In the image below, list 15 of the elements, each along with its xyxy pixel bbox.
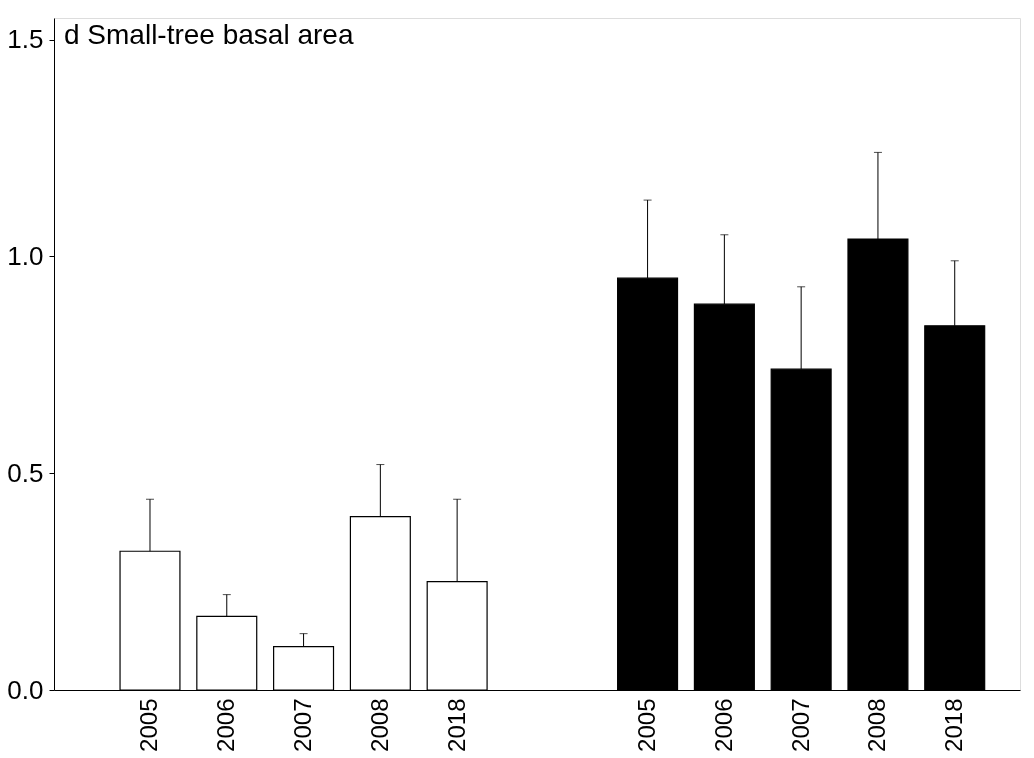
y-tick-label: 1.0 <box>7 240 44 271</box>
x-tick-label: 2008 <box>863 698 891 752</box>
x-tick-label: 2018 <box>940 698 968 752</box>
y-tick-label: 0.5 <box>7 457 44 488</box>
x-tick-label: 2006 <box>212 698 240 752</box>
chart-title: d Small-tree basal area <box>64 19 354 50</box>
x-tick-label: 2006 <box>709 698 737 752</box>
x-tick-label: 2005 <box>633 698 661 752</box>
x-tick-label: 2007 <box>289 698 317 752</box>
x-tick-label: 2018 <box>442 698 470 752</box>
y-tick-label: 0.0 <box>7 674 44 705</box>
y-tick-label: 1.5 <box>7 24 44 55</box>
x-tick-label: 2007 <box>786 698 814 752</box>
x-tick-label: 2005 <box>135 698 163 752</box>
x-tick-label: 2008 <box>365 698 393 752</box>
